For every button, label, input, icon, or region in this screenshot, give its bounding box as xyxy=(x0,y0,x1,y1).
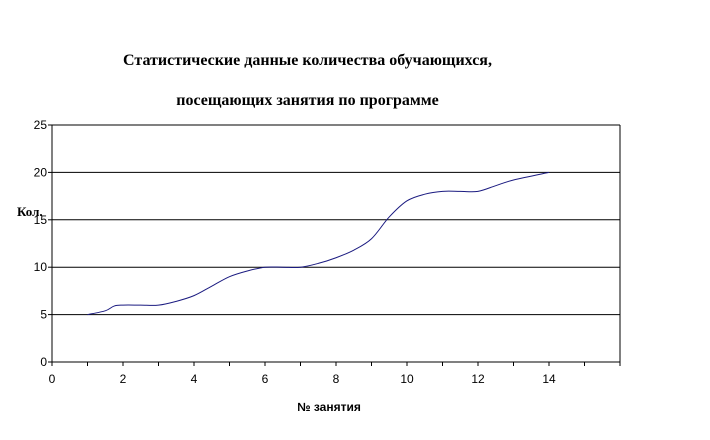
y-tick-label: 10 xyxy=(34,260,48,274)
y-axis-label: Кол. xyxy=(17,204,43,219)
x-tick-labels: 0 2 4 6 8 10 12 14 xyxy=(49,372,556,386)
x-tick-label: 6 xyxy=(262,372,269,386)
series-line xyxy=(87,171,550,316)
chart-subtitle: посещающих занятия по программе xyxy=(176,92,439,109)
x-tick-label: 14 xyxy=(542,372,556,386)
chart-title: Статистические данные количества обучающ… xyxy=(123,52,492,69)
axes xyxy=(48,124,621,366)
x-tick-label: 2 xyxy=(120,372,127,386)
x-axis-label: № занятия xyxy=(297,400,361,414)
y-tick-label: 0 xyxy=(40,355,47,369)
y-tick-label: 25 xyxy=(34,118,48,132)
x-tick-label: 4 xyxy=(191,372,198,386)
y-tick-labels: 0 5 10 15 20 25 xyxy=(34,118,48,369)
y-tick-label: 20 xyxy=(34,165,48,179)
y-tick-label: 5 xyxy=(40,308,47,322)
series xyxy=(87,171,550,316)
x-tick-label: 8 xyxy=(333,372,340,386)
gridlines xyxy=(52,124,620,316)
x-tick-label: 10 xyxy=(400,372,414,386)
y-tick-label: 15 xyxy=(34,213,48,227)
x-tick-label: 12 xyxy=(471,372,485,386)
x-tick-label: 0 xyxy=(49,372,56,386)
